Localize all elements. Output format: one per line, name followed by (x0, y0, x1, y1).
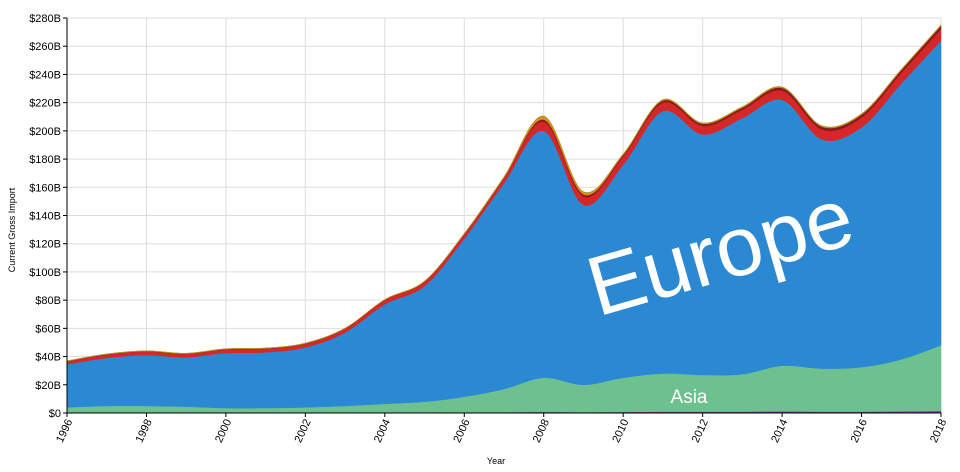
y-tick-label: $200B (29, 126, 61, 138)
y-axis-title: Current Gross Import (7, 187, 17, 272)
x-tick-label: 2004 (372, 417, 393, 444)
asia-area-label: Asia (671, 387, 708, 408)
y-tick-label: $80B (35, 295, 61, 307)
y-tick-label: $120B (29, 239, 61, 251)
x-tick-labels: 1996 1998 2000 2002 2004 2006 2008 2010 2012 2014… (54, 413, 949, 445)
x-tick-label: 1998 (134, 417, 155, 444)
y-tick-labels: $0 $20B $40B $60B $80B $100B $120B $140B $160B $1… (29, 13, 67, 420)
x-tick-label: 2002 (292, 417, 313, 444)
x-tick-label: 2012 (690, 417, 711, 444)
y-tick-label: $40B (35, 352, 61, 364)
x-tick-label: 2006 (451, 417, 472, 444)
y-tick-label: $260B (29, 41, 61, 53)
y-tick-label: $20B (35, 380, 61, 392)
x-tick-label: 2010 (610, 417, 631, 444)
y-tick-label: $220B (29, 98, 61, 110)
y-tick-label: $180B (29, 154, 61, 166)
y-tick-label: $140B (29, 211, 61, 223)
x-tick-label: 2008 (531, 417, 552, 444)
x-tick-label: 1996 (54, 417, 75, 444)
y-tick-label: $240B (29, 69, 61, 81)
y-tick-label: $160B (29, 182, 61, 194)
y-tick-label: $60B (35, 323, 61, 335)
x-tick-label: 2018 (928, 417, 949, 444)
x-tick-label: 2000 (213, 417, 234, 444)
y-tick-label: $0 (49, 408, 61, 420)
x-axis-title: Year (487, 456, 505, 466)
y-tick-label: $100B (29, 267, 61, 279)
area-series-6 (66, 24, 942, 362)
y-tick-label: $280B (29, 13, 61, 25)
x-tick-label: 2014 (769, 417, 790, 444)
x-tick-label: 2016 (849, 417, 870, 444)
